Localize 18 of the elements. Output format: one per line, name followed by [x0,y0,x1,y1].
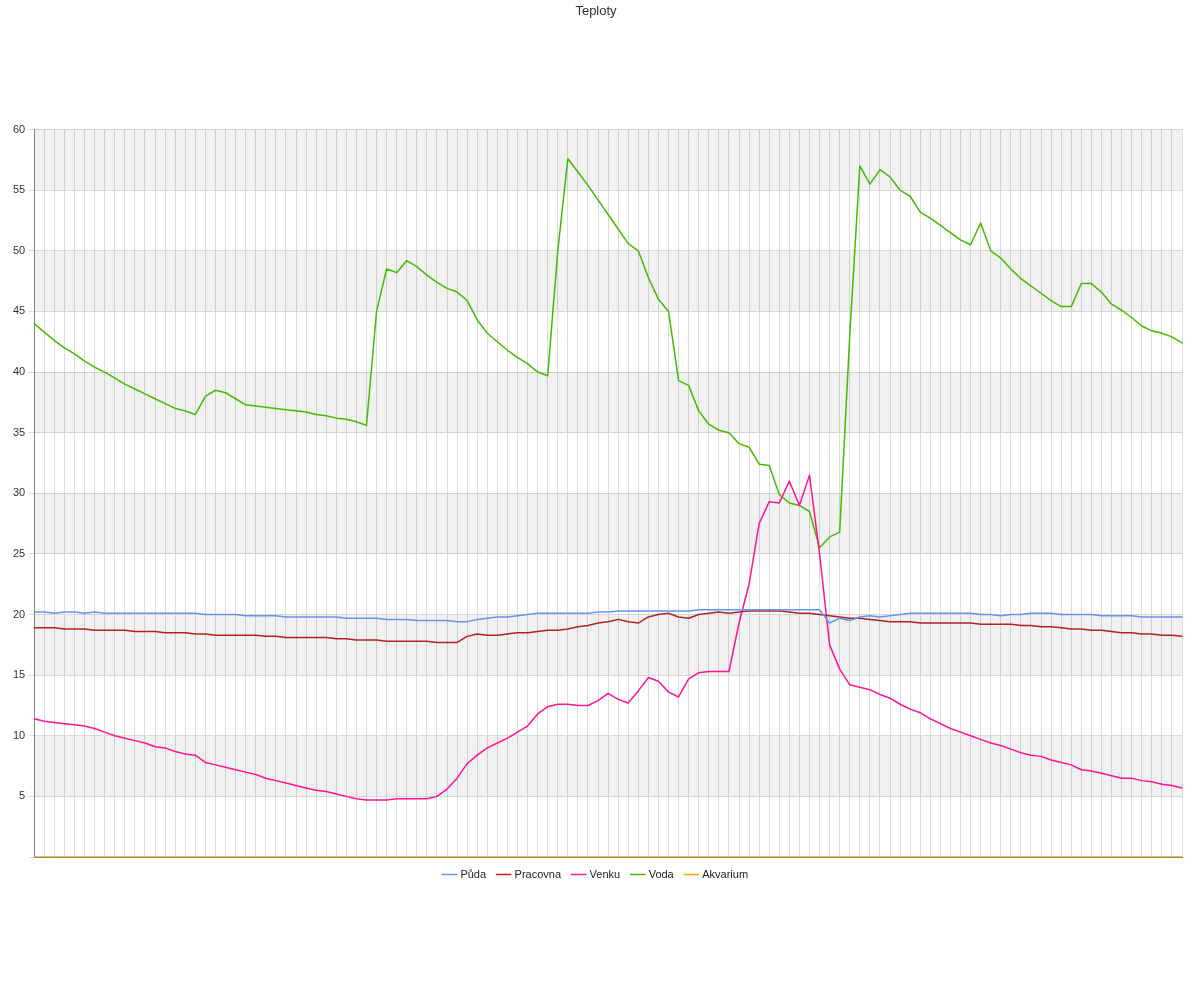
y-tick-label: 60 [12,122,26,135]
y-tick-label: 40 [12,365,26,378]
legend-label: Voda [648,867,675,880]
legend-label: Pracovna [514,867,562,880]
legend-label: Venku [589,867,621,880]
y-tick-label: 55 [12,183,26,196]
y-tick-label: 25 [12,546,26,559]
chart-title: Teploty [575,3,618,19]
legend-label: Akvarium [702,867,749,880]
y-tick-label: 50 [12,243,26,256]
y-tick-label: 5 [19,789,26,802]
y-tick-label: 15 [12,668,26,681]
legend-label: Půda [460,867,487,880]
y-tick-label: 10 [12,728,26,741]
y-tick-label: 30 [12,486,26,499]
y-tick-label: 20 [12,607,26,620]
y-tick-label: 45 [12,304,26,317]
y-tick-label: 35 [12,425,26,438]
